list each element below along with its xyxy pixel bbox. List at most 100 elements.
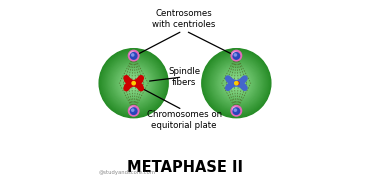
Circle shape bbox=[99, 49, 168, 118]
Circle shape bbox=[233, 53, 240, 59]
Circle shape bbox=[213, 60, 260, 107]
Text: Centrosomes
with centrioles: Centrosomes with centrioles bbox=[152, 8, 216, 29]
Circle shape bbox=[111, 61, 156, 106]
Circle shape bbox=[101, 50, 166, 116]
Circle shape bbox=[130, 79, 138, 87]
Circle shape bbox=[228, 75, 245, 92]
Circle shape bbox=[108, 57, 159, 109]
Circle shape bbox=[235, 82, 237, 84]
Circle shape bbox=[122, 71, 146, 95]
Circle shape bbox=[120, 69, 148, 97]
Circle shape bbox=[130, 80, 137, 87]
Circle shape bbox=[203, 50, 270, 117]
Circle shape bbox=[222, 69, 250, 97]
Circle shape bbox=[131, 81, 136, 86]
Circle shape bbox=[229, 75, 244, 91]
Circle shape bbox=[226, 73, 247, 93]
Circle shape bbox=[115, 65, 152, 101]
Circle shape bbox=[231, 105, 242, 116]
Circle shape bbox=[126, 75, 141, 91]
Circle shape bbox=[104, 53, 164, 113]
Circle shape bbox=[233, 52, 237, 57]
Circle shape bbox=[109, 58, 159, 108]
Circle shape bbox=[204, 51, 268, 115]
Circle shape bbox=[130, 52, 135, 57]
Circle shape bbox=[128, 77, 140, 89]
Circle shape bbox=[125, 75, 142, 92]
Circle shape bbox=[105, 55, 162, 112]
Circle shape bbox=[118, 68, 149, 99]
Circle shape bbox=[102, 52, 165, 114]
Circle shape bbox=[204, 50, 269, 116]
Circle shape bbox=[128, 50, 139, 61]
Circle shape bbox=[112, 62, 155, 105]
Circle shape bbox=[235, 81, 238, 85]
Text: @studyandscore.com: @studyandscore.com bbox=[98, 170, 155, 175]
Circle shape bbox=[216, 63, 256, 103]
Circle shape bbox=[130, 108, 137, 114]
Circle shape bbox=[234, 81, 239, 86]
Circle shape bbox=[119, 68, 148, 98]
Circle shape bbox=[236, 82, 239, 85]
Circle shape bbox=[231, 78, 242, 88]
Circle shape bbox=[104, 54, 163, 113]
Circle shape bbox=[225, 72, 248, 94]
Circle shape bbox=[114, 63, 154, 103]
Circle shape bbox=[132, 54, 134, 56]
Circle shape bbox=[123, 73, 144, 93]
Circle shape bbox=[133, 82, 135, 84]
Circle shape bbox=[217, 64, 255, 102]
Circle shape bbox=[128, 78, 139, 88]
Circle shape bbox=[209, 56, 263, 110]
Circle shape bbox=[205, 52, 268, 114]
Circle shape bbox=[215, 62, 258, 105]
Circle shape bbox=[214, 61, 259, 106]
Circle shape bbox=[232, 79, 241, 87]
Circle shape bbox=[209, 56, 264, 111]
Circle shape bbox=[233, 107, 237, 112]
Circle shape bbox=[235, 82, 238, 85]
Circle shape bbox=[207, 54, 266, 113]
Circle shape bbox=[211, 57, 262, 109]
Circle shape bbox=[223, 70, 249, 96]
Circle shape bbox=[222, 68, 251, 98]
Circle shape bbox=[212, 59, 260, 107]
Circle shape bbox=[100, 50, 167, 117]
Circle shape bbox=[132, 81, 135, 85]
Circle shape bbox=[211, 58, 261, 108]
Circle shape bbox=[219, 66, 253, 100]
Circle shape bbox=[202, 49, 271, 118]
Circle shape bbox=[132, 82, 135, 85]
Circle shape bbox=[128, 105, 139, 116]
Circle shape bbox=[208, 55, 265, 112]
Circle shape bbox=[230, 77, 242, 89]
Circle shape bbox=[224, 71, 248, 95]
Circle shape bbox=[234, 109, 236, 111]
Text: Chromosomes on
equitorial plate: Chromosomes on equitorial plate bbox=[147, 110, 222, 130]
Circle shape bbox=[102, 51, 166, 115]
Circle shape bbox=[216, 62, 257, 104]
Text: METAPHASE II: METAPHASE II bbox=[127, 160, 243, 175]
Circle shape bbox=[115, 64, 153, 102]
Circle shape bbox=[218, 65, 255, 101]
Circle shape bbox=[221, 68, 252, 99]
Text: Spindle
fibers: Spindle fibers bbox=[168, 67, 200, 87]
Circle shape bbox=[113, 62, 154, 104]
Circle shape bbox=[229, 76, 243, 90]
Circle shape bbox=[231, 50, 242, 61]
Circle shape bbox=[130, 53, 137, 59]
Circle shape bbox=[107, 56, 161, 110]
Circle shape bbox=[132, 109, 134, 111]
Circle shape bbox=[220, 67, 253, 100]
Circle shape bbox=[130, 107, 135, 112]
Circle shape bbox=[124, 74, 143, 93]
Circle shape bbox=[122, 72, 145, 94]
Circle shape bbox=[234, 54, 236, 56]
Circle shape bbox=[106, 56, 161, 111]
Circle shape bbox=[110, 59, 158, 107]
Circle shape bbox=[117, 66, 151, 100]
Circle shape bbox=[121, 70, 147, 96]
Circle shape bbox=[127, 76, 141, 90]
Circle shape bbox=[117, 67, 150, 100]
Circle shape bbox=[227, 74, 246, 93]
